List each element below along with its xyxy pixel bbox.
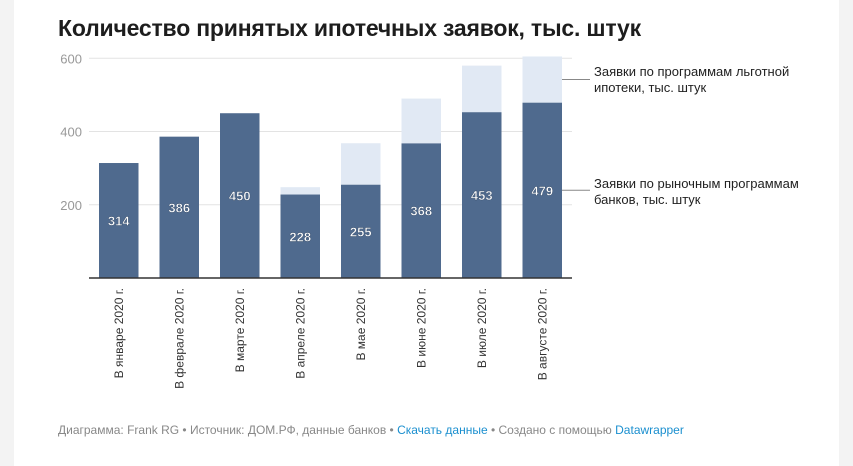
- data-label: 450: [229, 189, 251, 204]
- x-tick-label: В марте 2020 г.: [233, 288, 247, 372]
- bar-segment-preferential: [280, 187, 320, 195]
- right-margin: [839, 0, 853, 466]
- datawrapper-link[interactable]: Datawrapper: [615, 423, 684, 437]
- download-data-link[interactable]: Скачать данные: [397, 423, 488, 437]
- bar-segment-market: [280, 194, 320, 278]
- y-tick-label: 200: [60, 198, 82, 213]
- footer-source: Диаграмма: Frank RG • Источник: ДОМ.РФ, …: [58, 423, 398, 437]
- data-label: 255: [350, 224, 372, 239]
- bar-segment-market: [220, 113, 260, 278]
- footer-created: • Создано с помощью: [487, 423, 616, 437]
- bar-segment-market: [522, 102, 562, 278]
- left-margin: [0, 0, 14, 466]
- data-label: 314: [108, 214, 130, 229]
- x-tick-label: В июле 2020 г.: [475, 288, 489, 368]
- legend-market: Заявки по рыночным программам банков, ты…: [594, 176, 799, 207]
- bar-segment-preferential: [462, 65, 502, 113]
- data-label: 479: [531, 183, 553, 198]
- footer: Диаграмма: Frank RG • Источник: ДОМ.РФ, …: [58, 423, 684, 437]
- bar-segment-preferential: [522, 56, 562, 103]
- bar-segment-preferential: [401, 98, 441, 144]
- bar-segment-market: [401, 143, 441, 278]
- x-tick-label: В июне 2020 г.: [414, 288, 428, 368]
- bar-segment-preferential: [341, 143, 381, 185]
- bar-segment-market: [159, 136, 199, 278]
- y-tick-label: 400: [60, 125, 82, 140]
- x-tick-label: В феврале 2020 г.: [172, 288, 186, 389]
- bar-segment-market: [341, 184, 381, 278]
- bar-segment-market: [462, 112, 502, 279]
- bar-segment-market: [99, 163, 139, 278]
- data-label: 453: [471, 188, 493, 203]
- x-tick-label: В мае 2020 г.: [354, 288, 368, 361]
- y-tick-label: 600: [60, 51, 82, 66]
- x-tick-label: В апреле 2020 г.: [293, 288, 307, 379]
- data-label: 386: [168, 200, 190, 215]
- data-label: 368: [410, 204, 432, 219]
- x-tick-label: В августе 2020 г.: [535, 288, 549, 380]
- chart-title: Количество принятых ипотечных заявок, ты…: [58, 15, 641, 41]
- data-label: 228: [289, 229, 311, 244]
- legend-preferential: Заявки по программам льготной ипотеки, т…: [594, 64, 790, 95]
- x-tick-label: В январе 2020 г.: [112, 288, 126, 378]
